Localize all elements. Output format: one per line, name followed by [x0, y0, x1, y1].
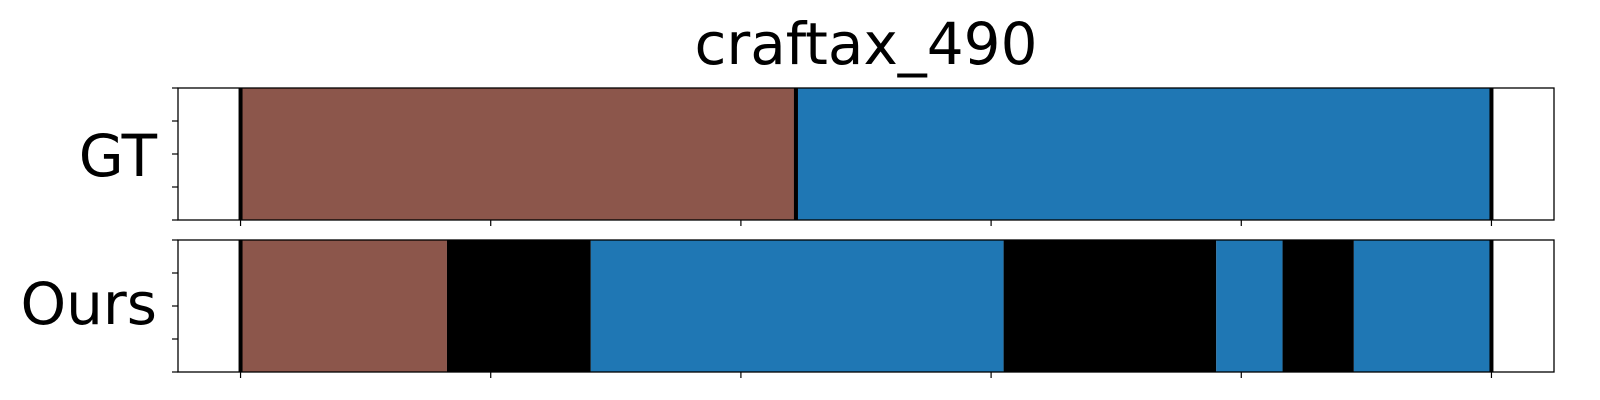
segment-ours-4 — [1216, 240, 1283, 372]
row-label-gt: GT — [79, 122, 158, 190]
rows-layer: GT Ours — [21, 87, 1555, 378]
row-ours: Ours — [21, 239, 1555, 378]
row-gt: GT — [79, 87, 1555, 226]
segment-ours-0 — [240, 240, 447, 372]
segment-ours-1 — [446, 240, 591, 372]
chart-title: craftax_490 — [695, 10, 1038, 78]
segment-gt-0 — [240, 88, 796, 220]
segment-ours-6 — [1353, 240, 1492, 372]
row-label-ours: Ours — [21, 270, 157, 338]
segment-ours-3 — [1003, 240, 1217, 372]
segment-gt-1 — [795, 88, 1492, 220]
segment-ours-5 — [1282, 240, 1354, 372]
segment-ours-2 — [590, 240, 1004, 372]
